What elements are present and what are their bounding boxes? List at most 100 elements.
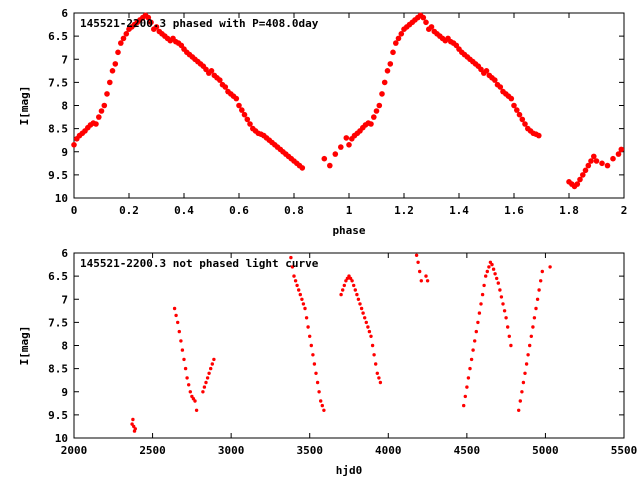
data-point: [338, 144, 344, 150]
data-point: [187, 383, 191, 387]
data-point: [506, 325, 510, 329]
data-point: [493, 272, 497, 276]
data-point: [480, 292, 485, 297]
data-point: [300, 297, 304, 301]
data-point: [466, 376, 471, 380]
data-point: [520, 390, 524, 394]
data-point: [205, 376, 210, 380]
y-tick-label: 9.5: [48, 409, 68, 422]
data-point: [522, 121, 528, 127]
data-point: [502, 309, 507, 313]
data-point: [204, 380, 208, 385]
data-point: [390, 49, 396, 56]
data-point: [504, 316, 508, 320]
data-point: [574, 181, 581, 187]
data-point: [342, 283, 346, 288]
data-point: [378, 380, 383, 385]
x-tick-label: 4500: [454, 444, 481, 457]
data-point: [381, 79, 388, 86]
data-point: [539, 279, 543, 283]
x-tick-label: 1: [346, 204, 353, 217]
data-point: [133, 427, 137, 431]
data-point: [176, 320, 180, 325]
data-point: [490, 262, 494, 267]
data-point: [604, 162, 611, 169]
data-point: [366, 325, 370, 329]
data-point: [179, 339, 183, 343]
data-point: [524, 362, 529, 366]
data-point: [350, 279, 354, 283]
data-point: [239, 107, 245, 113]
x-tick-label: 1.4: [449, 204, 469, 217]
data-point: [618, 146, 625, 153]
data-point: [107, 79, 113, 86]
data-point: [499, 295, 504, 299]
data-point: [339, 292, 343, 297]
x-tick-label: 5000: [532, 444, 559, 457]
data-point: [540, 269, 544, 274]
data-point: [319, 399, 323, 403]
data-point: [304, 316, 309, 320]
data-point: [364, 320, 368, 325]
data-point: [532, 316, 537, 320]
data-point: [145, 14, 152, 21]
data-point: [498, 288, 502, 292]
data-point: [148, 19, 154, 26]
data-point: [521, 380, 526, 385]
data-point: [363, 316, 367, 320]
data-point: [183, 366, 188, 371]
x-tick-label: 1.6: [504, 204, 524, 217]
data-point: [482, 283, 486, 288]
data-point: [361, 311, 365, 315]
data-point: [526, 353, 530, 357]
x-tick-label: 4000: [375, 444, 402, 457]
data-point: [535, 297, 540, 301]
x-tick-label: 3500: [296, 444, 323, 457]
y-tick-label: 10: [55, 432, 68, 445]
data-point: [420, 14, 427, 21]
x-tick-label: 1.2: [394, 204, 414, 217]
data-point: [580, 172, 586, 178]
data-point: [428, 24, 435, 30]
y-tick-label: 7: [61, 293, 68, 306]
data-point: [222, 84, 229, 90]
data-point: [177, 329, 181, 334]
y-tick-label: 6.5: [48, 30, 68, 43]
data-point: [172, 306, 177, 311]
data-point: [582, 167, 589, 174]
data-point: [615, 151, 622, 157]
unphased-light-curve-chart: 2000 2500 3000 3500 4000 4500 5000 5500 6 6.5 7 7.5…: [18, 247, 637, 477]
x-tick-label: 0.2: [119, 204, 139, 217]
data-point: [355, 292, 359, 297]
data-point: [416, 260, 420, 264]
data-point: [292, 274, 296, 278]
data-point: [474, 329, 478, 334]
data-point: [529, 334, 533, 338]
data-point: [247, 121, 253, 127]
data-point: [309, 343, 313, 348]
data-point: [476, 320, 480, 325]
data-point: [465, 385, 469, 389]
data-point: [471, 348, 475, 352]
data-point: [591, 153, 597, 160]
data-point: [372, 353, 376, 357]
data-point: [201, 390, 205, 394]
chart-title: 145521-2200.3 not phased light curve: [80, 257, 319, 270]
data-point: [577, 176, 583, 183]
data-point: [593, 158, 600, 164]
data-point: [123, 31, 130, 37]
data-point: [423, 19, 429, 26]
data-point: [241, 111, 248, 118]
y-tick-label: 7.5: [48, 316, 68, 329]
data-point: [104, 91, 110, 97]
data-point: [320, 403, 324, 408]
data-point: [244, 116, 251, 123]
data-point: [508, 95, 515, 102]
data-point: [317, 390, 321, 394]
data-point: [327, 162, 333, 169]
x-tick-label: 0.8: [284, 204, 304, 217]
x-tick-label: 1.8: [559, 204, 579, 217]
data-point: [497, 84, 504, 90]
data-point: [314, 371, 318, 375]
